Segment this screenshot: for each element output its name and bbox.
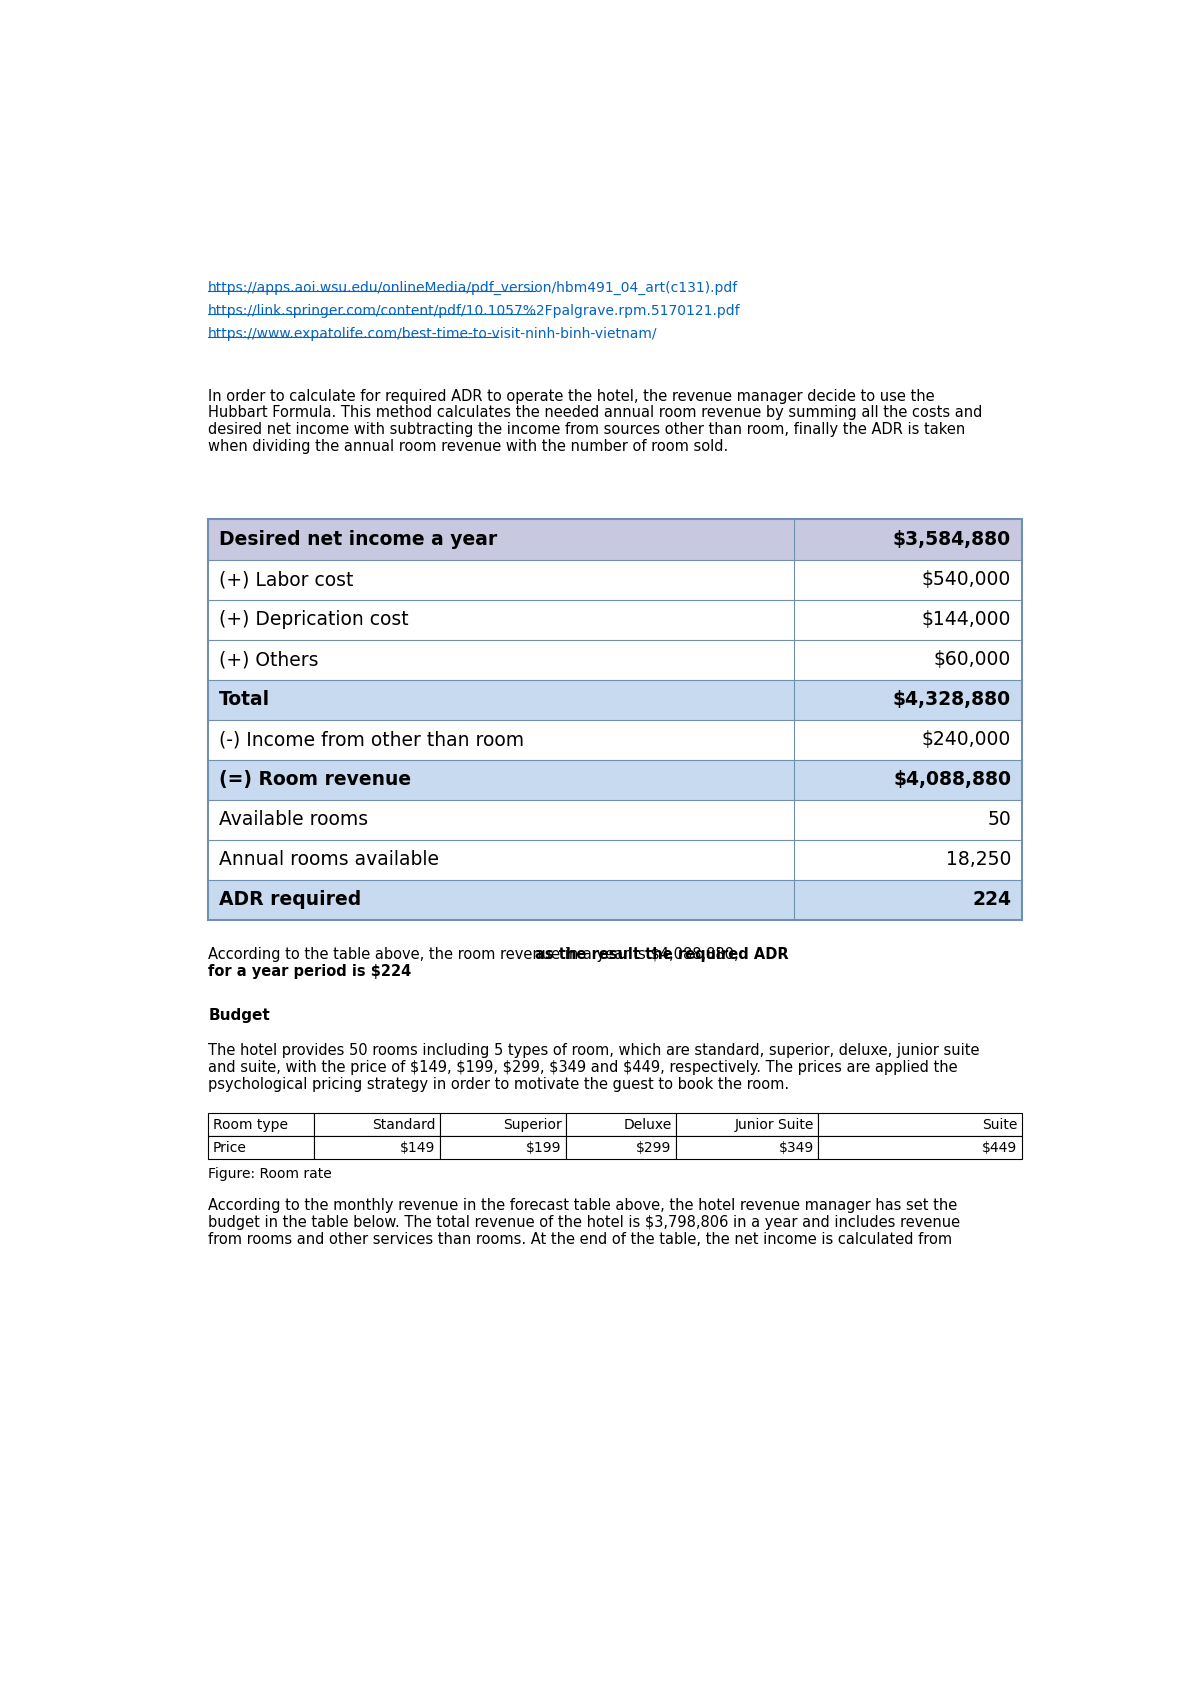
Text: According to the table above, the room revenue in a year is $4,088,880,: According to the table above, the room r… bbox=[208, 947, 743, 961]
Bar bbox=[208, 1136, 314, 1160]
Text: (-) Income from other than room: (-) Income from other than room bbox=[218, 730, 524, 749]
Bar bbox=[208, 599, 794, 640]
Bar bbox=[208, 520, 1022, 920]
Text: from rooms and other services than rooms. At the end of the table, the net incom: from rooms and other services than rooms… bbox=[208, 1231, 953, 1246]
Bar bbox=[566, 1136, 676, 1160]
Bar bbox=[208, 520, 794, 560]
Bar bbox=[208, 880, 794, 920]
Bar bbox=[818, 1114, 1022, 1136]
Text: $149: $149 bbox=[400, 1141, 436, 1155]
Text: budget in the table below. The total revenue of the hotel is $3,798,806 in a yea: budget in the table below. The total rev… bbox=[208, 1214, 960, 1229]
Bar bbox=[794, 841, 1022, 880]
Text: https://link.springer.com/content/pdf/10.1057%2Fpalgrave.rpm.5170121.pdf: https://link.springer.com/content/pdf/10… bbox=[208, 304, 740, 318]
Text: desired net income with subtracting the income from sources other than room, fin: desired net income with subtracting the … bbox=[208, 423, 965, 438]
Text: Hubbart Formula. This method calculates the needed annual room revenue by summin: Hubbart Formula. This method calculates … bbox=[208, 406, 983, 421]
Text: when dividing the annual room revenue with the number of room sold.: when dividing the annual room revenue wi… bbox=[208, 440, 728, 455]
Text: $4,088,880: $4,088,880 bbox=[893, 771, 1012, 790]
Bar bbox=[208, 800, 794, 841]
Text: Price: Price bbox=[212, 1141, 247, 1155]
Text: Room type: Room type bbox=[212, 1117, 288, 1131]
Text: Available rooms: Available rooms bbox=[218, 810, 368, 829]
Text: psychological pricing strategy in order to motivate the guest to book the room.: psychological pricing strategy in order … bbox=[208, 1077, 790, 1092]
Bar bbox=[794, 759, 1022, 800]
Text: The hotel provides 50 rooms including 5 types of room, which are standard, super: The hotel provides 50 rooms including 5 … bbox=[208, 1043, 979, 1058]
Text: Desired net income a year: Desired net income a year bbox=[218, 530, 497, 548]
Bar bbox=[794, 520, 1022, 560]
Bar bbox=[208, 1114, 314, 1136]
Text: https://www.expatolife.com/best-time-to-visit-ninh-binh-vietnam/: https://www.expatolife.com/best-time-to-… bbox=[208, 328, 658, 341]
Text: ADR required: ADR required bbox=[218, 890, 361, 910]
Text: 50: 50 bbox=[988, 810, 1012, 829]
Bar bbox=[794, 720, 1022, 759]
Text: $540,000: $540,000 bbox=[922, 571, 1012, 589]
Bar bbox=[208, 841, 794, 880]
Text: In order to calculate for required ADR to operate the hotel, the revenue manager: In order to calculate for required ADR t… bbox=[208, 389, 935, 404]
Text: (=) Room revenue: (=) Room revenue bbox=[218, 771, 412, 790]
Bar bbox=[818, 1136, 1022, 1160]
Text: Junior Suite: Junior Suite bbox=[734, 1117, 814, 1131]
Bar bbox=[208, 720, 794, 759]
Bar bbox=[794, 679, 1022, 720]
Text: (+) Others: (+) Others bbox=[218, 650, 318, 669]
Text: $60,000: $60,000 bbox=[934, 650, 1012, 669]
Text: $144,000: $144,000 bbox=[922, 610, 1012, 628]
Text: $199: $199 bbox=[526, 1141, 562, 1155]
Text: and suite, with the price of $149, $199, $299, $349 and $449, respectively. The : and suite, with the price of $149, $199,… bbox=[208, 1060, 958, 1075]
Text: Standard: Standard bbox=[372, 1117, 436, 1131]
Bar bbox=[314, 1136, 440, 1160]
Bar bbox=[794, 599, 1022, 640]
Text: Suite: Suite bbox=[982, 1117, 1018, 1131]
Text: $299: $299 bbox=[636, 1141, 671, 1155]
Text: $3,584,880: $3,584,880 bbox=[893, 530, 1012, 548]
Bar bbox=[676, 1136, 818, 1160]
Text: $449: $449 bbox=[982, 1141, 1018, 1155]
Bar bbox=[794, 640, 1022, 679]
Text: Budget: Budget bbox=[208, 1009, 270, 1024]
Bar bbox=[208, 679, 794, 720]
Text: Annual rooms available: Annual rooms available bbox=[218, 851, 439, 869]
Text: Figure: Room rate: Figure: Room rate bbox=[208, 1167, 332, 1182]
Text: for a year period is $224: for a year period is $224 bbox=[208, 964, 412, 978]
Bar bbox=[794, 880, 1022, 920]
Text: $240,000: $240,000 bbox=[922, 730, 1012, 749]
Text: According to the monthly revenue in the forecast table above, the hotel revenue : According to the monthly revenue in the … bbox=[208, 1197, 958, 1212]
Text: $4,328,880: $4,328,880 bbox=[893, 689, 1012, 710]
Text: as the result the required ADR: as the result the required ADR bbox=[534, 947, 788, 961]
Bar bbox=[314, 1114, 440, 1136]
Bar bbox=[794, 560, 1022, 599]
Text: $349: $349 bbox=[779, 1141, 814, 1155]
Text: Deluxe: Deluxe bbox=[623, 1117, 671, 1131]
Bar bbox=[676, 1114, 818, 1136]
Bar bbox=[440, 1136, 566, 1160]
Bar bbox=[566, 1114, 676, 1136]
Text: https://apps.aoi.wsu.edu/onlineMedia/pdf_version/hbm491_04_art(c131).pdf: https://apps.aoi.wsu.edu/onlineMedia/pdf… bbox=[208, 280, 738, 295]
Bar bbox=[794, 800, 1022, 841]
Bar bbox=[440, 1114, 566, 1136]
Bar bbox=[208, 640, 794, 679]
Text: (+) Deprication cost: (+) Deprication cost bbox=[218, 610, 408, 628]
Text: (+) Labor cost: (+) Labor cost bbox=[218, 571, 353, 589]
Text: 18,250: 18,250 bbox=[946, 851, 1012, 869]
Text: 224: 224 bbox=[972, 890, 1012, 910]
Bar bbox=[208, 560, 794, 599]
Text: Superior: Superior bbox=[503, 1117, 562, 1131]
Bar bbox=[208, 759, 794, 800]
Text: Total: Total bbox=[218, 689, 270, 710]
